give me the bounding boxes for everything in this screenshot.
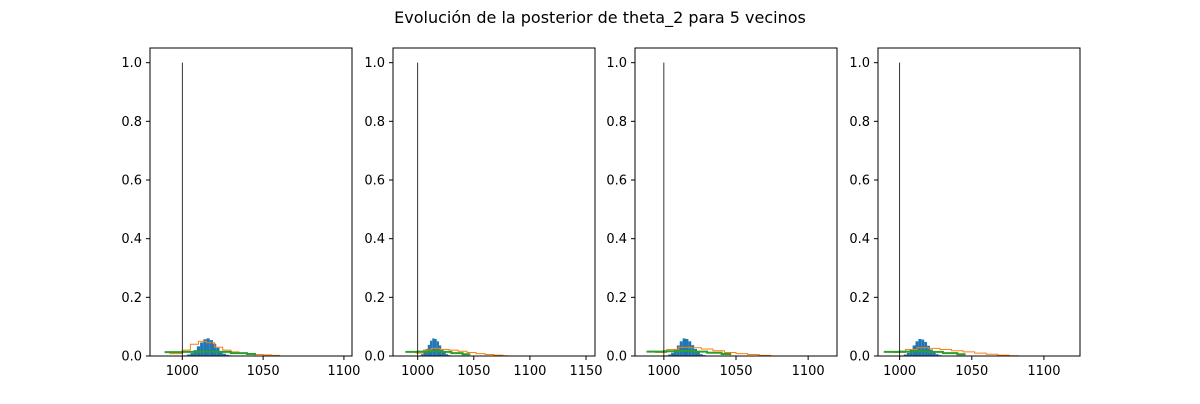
y-tick-label: 1.0	[849, 56, 870, 71]
axes-frame	[878, 48, 1080, 356]
y-tick-label: 0.8	[121, 115, 142, 130]
histogram-bar	[432, 338, 434, 356]
x-tick-label: 1100	[1027, 364, 1060, 379]
subplot-1: 0.0 0.2 0.4 0.6 0.8 1.0 1000 1050 1100	[121, 48, 360, 379]
y-tick-label: 0.2	[606, 291, 627, 306]
y-tick-label: 0.6	[364, 174, 385, 189]
histogram-bar	[910, 350, 913, 356]
x-tick-label: 1000	[166, 364, 199, 379]
x-tick-label: 1050	[955, 364, 988, 379]
step-series-orange	[169, 341, 279, 355]
axes-frame	[150, 48, 352, 356]
y-tick-label: 0.6	[121, 174, 142, 189]
histogram-bar	[924, 342, 927, 356]
subplot-4: 0.0 0.2 0.4 0.6 0.8 1.0 1000 1050 1100	[849, 48, 1080, 379]
x-tick-label: 1000	[647, 364, 680, 379]
x-tick-label: 1050	[457, 364, 490, 379]
x-tick-label: 1100	[792, 364, 825, 379]
y-tick-label: 0.0	[606, 350, 627, 365]
histogram-bar	[444, 352, 446, 356]
y-tick-label: 0.6	[606, 174, 627, 189]
histogram-bar	[688, 341, 691, 356]
x-tick-label: 1150	[569, 364, 602, 379]
subplot-2: 0.0 0.2 0.4 0.6 0.8 1.0 1000 1050 1100 1150	[364, 48, 602, 379]
histogram-bar	[697, 352, 700, 356]
axes-frame	[635, 48, 837, 356]
y-tick-label: 0.4	[606, 232, 627, 247]
y-tick-label: 0.0	[849, 350, 870, 365]
y-tick-label: 0.4	[364, 232, 385, 247]
y-tick-label: 0.4	[121, 232, 142, 247]
y-tick-label: 0.0	[364, 350, 385, 365]
y-tick-label: 0.2	[121, 291, 142, 306]
x-tick-label: 1000	[883, 364, 916, 379]
y-tick-label: 0.8	[849, 115, 870, 130]
y-tick-label: 0.2	[364, 291, 385, 306]
y-tick-label: 0.4	[849, 232, 870, 247]
histogram-bar	[435, 339, 437, 356]
y-tick-label: 0.8	[364, 115, 385, 130]
y-tick-label: 1.0	[364, 56, 385, 71]
y-tick-label: 0.0	[121, 350, 142, 365]
histogram-bar	[680, 341, 683, 356]
y-tick-label: 0.2	[849, 291, 870, 306]
x-tick-label: 1100	[513, 364, 546, 379]
x-tick-label: 1000	[401, 364, 434, 379]
histogram-bar	[200, 343, 203, 356]
y-tick-label: 0.6	[849, 174, 870, 189]
x-tick-label: 1050	[247, 364, 280, 379]
figure-title: Evolución de la posterior de theta_2 par…	[0, 8, 1200, 27]
y-tick-label: 1.0	[121, 56, 142, 71]
y-tick-label: 1.0	[606, 56, 627, 71]
x-tick-label: 1050	[719, 364, 752, 379]
histogram-bar	[933, 352, 936, 356]
x-tick-label: 1100	[327, 364, 360, 379]
y-tick-label: 0.8	[606, 115, 627, 130]
axes-frame	[393, 48, 595, 356]
subplot-3: 0.0 0.2 0.4 0.6 0.8 1.0 1000 1050 1100	[606, 48, 837, 379]
